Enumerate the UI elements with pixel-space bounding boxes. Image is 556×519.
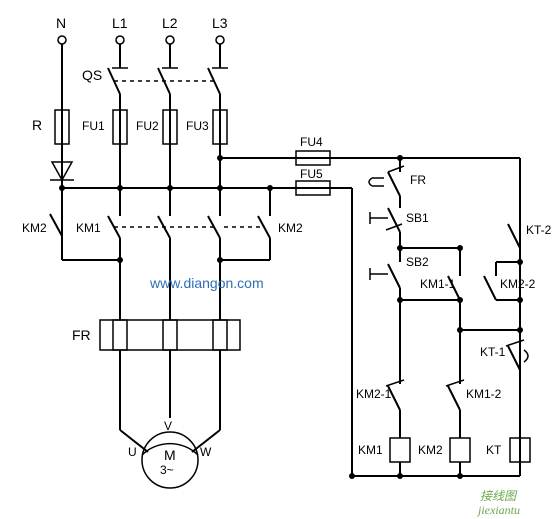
pushbutton-sb2-label: SB2 [406, 255, 429, 269]
isolator-qs-icon [108, 68, 228, 94]
pushbutton-sb1-label: SB1 [406, 211, 429, 225]
coil-km2-label: KM2 [418, 443, 443, 457]
contact-kt2-label: KT-2 [526, 223, 552, 237]
fuse-fu3-icon [213, 106, 227, 148]
contact-fr-nc-icon [369, 158, 404, 196]
fuse-fu4-label: FU4 [300, 135, 323, 149]
coil-km1-icon [390, 438, 410, 462]
contact-kt2-icon [508, 208, 520, 248]
terminal-n-label: N [56, 15, 66, 31]
contact-km2-aux-icon [50, 214, 62, 236]
fuse-fu2-icon [163, 106, 177, 148]
contactor-km2-power-icon [224, 216, 270, 238]
fuse-fu5-label: FU5 [300, 167, 323, 181]
contact-km12-icon [446, 370, 464, 410]
fuse-fu4-icon [292, 151, 334, 165]
contact-km22-label: KM2-2 [500, 277, 536, 291]
terminal-l1-label: L1 [112, 15, 128, 31]
coil-kt-label: KT [486, 443, 502, 457]
contact-km12-label: KM1-2 [466, 387, 502, 401]
isolator-qs-label: QS [82, 67, 102, 83]
terminal-l3-label: L3 [212, 15, 228, 31]
fuse-fu2-label: FU2 [136, 119, 159, 133]
contact-kt1-icon [506, 330, 528, 370]
motor-u-label: U [128, 445, 137, 459]
motor-m-label: M [164, 447, 176, 463]
fuse-fu3-label: FU3 [186, 119, 209, 133]
footer-text-1: 接线图 [480, 489, 518, 503]
contactor-km1-power-label: KM1 [76, 221, 101, 235]
footer-text-2: jiexiantu [476, 503, 520, 517]
overload-fr-icon [100, 320, 240, 350]
contactor-km2-power-label: KM2 [278, 221, 303, 235]
fuse-fu5-icon [292, 181, 334, 195]
pushbutton-sb2-icon [370, 248, 400, 288]
contactor-km1-power-icon [108, 216, 220, 238]
motor-sub-label: 3~ [160, 463, 174, 477]
resistor-r-label: R [32, 117, 42, 133]
contact-kt1-label: KT-1 [480, 345, 506, 359]
fuse-fu1-label: FU1 [82, 119, 105, 133]
motor-w-label: W [200, 445, 212, 459]
contact-fr-nc-label: FR [410, 173, 426, 187]
coil-km2-icon [450, 438, 470, 462]
contact-km2-aux-label: KM2 [22, 221, 47, 235]
contact-km11-label: KM1-1 [420, 277, 456, 291]
watermark-text: www.diangon.com [149, 275, 264, 291]
overload-fr-label: FR [72, 327, 91, 343]
pushbutton-sb1-icon [370, 196, 402, 232]
coil-km1-label: KM1 [358, 443, 383, 457]
motor-v-label: V [164, 419, 172, 433]
fuse-fu1-icon [113, 106, 127, 148]
terminal-l2-label: L2 [162, 15, 178, 31]
contact-km22-icon [484, 262, 496, 300]
contact-km21-label: KM2-1 [356, 387, 392, 401]
